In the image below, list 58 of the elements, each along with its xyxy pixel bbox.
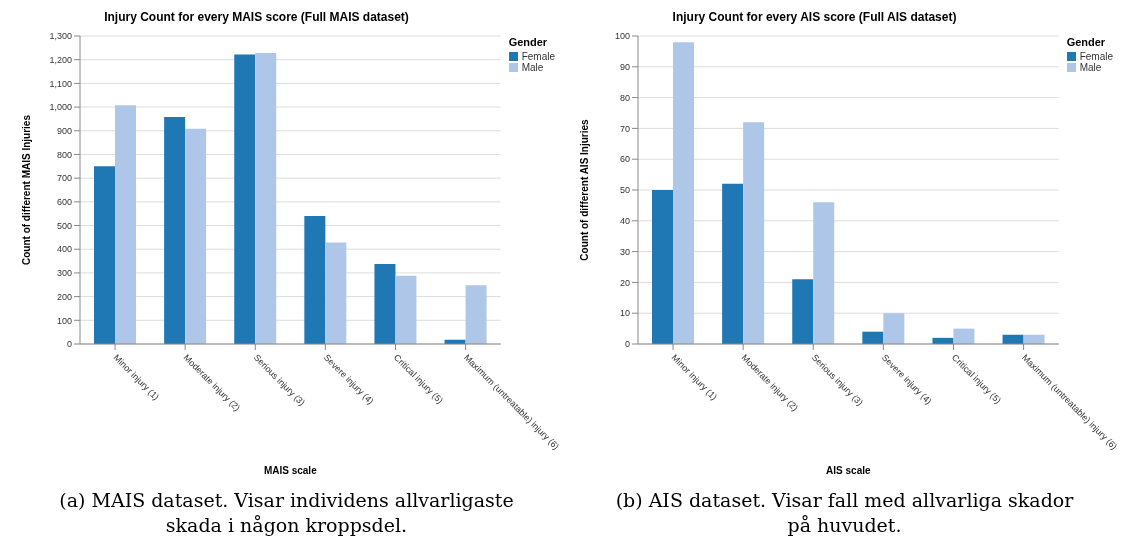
legend-label: Female bbox=[1079, 51, 1113, 62]
y-tick-label: 40 bbox=[619, 216, 630, 226]
y-tick-label: 100 bbox=[56, 315, 72, 326]
bar bbox=[743, 122, 765, 344]
y-tick-label: 1,000 bbox=[49, 102, 72, 113]
bar bbox=[374, 263, 396, 344]
y-tick-label: 1,100 bbox=[49, 78, 72, 89]
y-tick-label: 900 bbox=[56, 125, 72, 136]
bar bbox=[792, 279, 814, 344]
y-tick-label: 30 bbox=[619, 246, 630, 257]
y-axis-title: Count of different AIS Injuries bbox=[578, 118, 590, 261]
y-tick-label: 1,200 bbox=[49, 54, 72, 65]
y-tick-label: 300 bbox=[56, 268, 72, 279]
legend-label: Male bbox=[521, 62, 544, 73]
y-tick-label: 20 bbox=[619, 277, 630, 288]
bar bbox=[185, 128, 207, 344]
x-axis-title: MAIS scale bbox=[263, 465, 318, 476]
text: (b) AIS dataset. Visar fall med allvarliga skador på huvudet. bbox=[614, 488, 1075, 538]
text: (a) MAIS dataset. Visar individens allvarligaste skada i någon kroppsdel. bbox=[58, 488, 515, 538]
y-tick-label: 60 bbox=[619, 154, 630, 165]
y-tick-label: 500 bbox=[56, 220, 72, 231]
y-tick-label: 600 bbox=[56, 197, 72, 208]
y-tick-label: 70 bbox=[619, 123, 630, 134]
bar bbox=[164, 117, 186, 344]
bar bbox=[465, 285, 487, 344]
legend-label: Male bbox=[1079, 62, 1102, 73]
y-tick-label: 800 bbox=[56, 149, 72, 160]
bar bbox=[94, 166, 116, 344]
bar bbox=[722, 183, 744, 344]
bar bbox=[673, 42, 695, 344]
y-tick-label: 80 bbox=[619, 92, 630, 103]
y-tick-label: 90 bbox=[619, 61, 630, 72]
y-tick-label: 100 bbox=[614, 31, 630, 42]
legend-label: Female bbox=[521, 51, 555, 62]
y-axis-title: Count of different MAIS Injuries bbox=[20, 114, 32, 265]
y-tick-label: 1,300 bbox=[49, 31, 72, 42]
bar bbox=[652, 190, 674, 344]
bar bbox=[883, 313, 905, 344]
bar bbox=[234, 54, 256, 344]
bar bbox=[304, 216, 326, 344]
legend-title: Gender bbox=[508, 36, 549, 48]
bar bbox=[255, 53, 277, 344]
y-tick-label: 700 bbox=[56, 173, 72, 184]
y-tick-label: 0 bbox=[624, 339, 630, 350]
bar bbox=[395, 275, 417, 344]
chart-title: Injury Count for every AIS score (Full AIS dataset) bbox=[672, 10, 958, 26]
y-tick-label: 200 bbox=[56, 291, 72, 302]
y-tick-label: 400 bbox=[56, 244, 72, 255]
bar bbox=[325, 242, 347, 344]
y-tick-label: 10 bbox=[619, 308, 630, 319]
y-tick-label: 0 bbox=[66, 339, 72, 350]
legend-title: Gender bbox=[1066, 36, 1107, 48]
x-axis-title: AIS scale bbox=[826, 465, 871, 476]
bar bbox=[813, 202, 835, 344]
chart-title: Injury Count for every MAIS score (Full MAIS dataset) bbox=[104, 10, 410, 26]
bar bbox=[953, 328, 975, 344]
y-tick-label: 50 bbox=[619, 185, 630, 196]
bar bbox=[115, 105, 137, 344]
